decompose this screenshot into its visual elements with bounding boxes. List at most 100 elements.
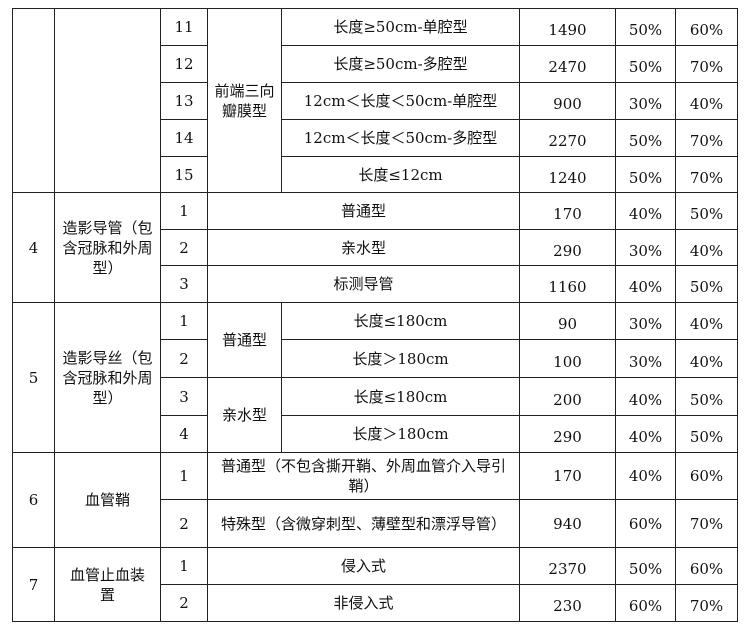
item-ratio-1: 30% [615,302,676,340]
item-ratio-2: 70% [675,499,738,548]
group-name: 血管鞘 [54,452,161,548]
item-price: 170 [519,192,616,230]
item-desc: 侵入式 [207,547,520,585]
item-price: 2270 [519,119,616,157]
item-ratio-1: 40% [615,452,676,500]
item-price: 900 [519,82,616,120]
group-name: 造影导丝（包含冠脉和外周型） [54,302,161,453]
table-row: 14 12cm＜长度＜50cm-多腔型 2270 50% 70% [13,119,738,157]
item-ratio-1: 60% [615,499,676,548]
item-no: 1 [160,192,208,230]
subgroup-name: 普通型 [207,302,282,378]
subgroup-name: 前端三向瓣膜型 [207,8,282,193]
item-ratio-2: 70% [675,584,738,622]
item-no: 2 [160,499,208,548]
table-row: 7 血管止血装置 1 侵入式 2370 50% 60% [12,547,738,622]
item-no: 14 [160,119,208,157]
item-desc: 12cm＜长度＜50cm-多腔型 [281,119,520,157]
item-no: 3 [160,265,208,303]
item-no: 2 [160,339,208,378]
item-desc: 长度≤180cm [281,377,520,416]
item-no: 1 [160,302,208,340]
item-no: 1 [160,547,208,585]
item-ratio-1: 40% [615,265,676,303]
item-ratio-2: 40% [675,302,738,340]
item-ratio-1: 50% [615,547,676,585]
item-ratio-2: 40% [675,82,738,120]
item-desc: 特殊型（含微穿刺型、薄壁型和漂浮导管） [207,499,520,548]
item-desc: 亲水型 [207,229,520,266]
group-id-cell [12,8,55,193]
item-price: 170 [519,452,616,500]
table-row: 11 前端三向瓣膜型 长度≥50cm-单腔型 1490 50% 60% [12,8,738,193]
item-ratio-1: 40% [615,192,676,230]
item-ratio-2: 50% [675,265,738,303]
group-id: 6 [12,452,55,548]
table-row: 3 标测导管 1160 40% 50% [13,265,738,303]
item-price: 1240 [519,156,616,193]
table-row: 12 长度≥50cm-多腔型 2470 50% 70% [13,45,738,83]
table-row: 2 长度＞180cm 100 30% 40% [13,339,738,378]
item-price: 90 [519,302,616,340]
item-ratio-1: 30% [615,82,676,120]
group-name: 血管止血装置 [54,547,161,622]
table-row: 15 长度≤12cm 1240 50% 70% [13,156,738,193]
item-ratio-1: 50% [615,45,676,83]
item-ratio-2: 70% [675,119,738,157]
table-row: 6 血管鞘 1 普通型（不包含撕开鞘、外周血管介入导引鞘） 170 40% 60… [12,452,738,548]
item-ratio-2: 60% [675,8,738,46]
item-ratio-2: 60% [675,452,738,500]
table-row: 3 亲水型 长度≤180cm 200 40% 50% [13,377,738,453]
item-price: 200 [519,377,616,416]
item-price: 2370 [519,547,616,585]
item-ratio-1: 50% [615,119,676,157]
item-desc: 普通型 [207,192,520,230]
item-desc: 标测导管 [207,265,520,303]
group-name: 造影导管（包含冠脉和外周型） [54,192,161,303]
item-desc: 普通型（不包含撕开鞘、外周血管介入导引鞘） [207,452,520,500]
item-no: 2 [160,584,208,622]
item-ratio-1: 30% [615,229,676,266]
item-price: 290 [519,229,616,266]
item-ratio-1: 40% [615,377,676,416]
pricing-table: 11 前端三向瓣膜型 长度≥50cm-单腔型 1490 50% 60% 12 长… [12,8,738,622]
table-row: 2 亲水型 290 30% 40% [13,229,738,266]
item-price: 2470 [519,45,616,83]
item-ratio-2: 50% [675,415,738,453]
item-no: 11 [160,8,208,46]
item-no: 4 [160,415,208,453]
table-row: 4 长度＞180cm 290 40% 50% [13,415,738,453]
group-id: 5 [12,302,55,453]
item-desc: 长度≤180cm [281,302,520,340]
item-desc: 长度＞180cm [281,415,520,453]
item-no: 1 [160,452,208,500]
item-price: 290 [519,415,616,453]
group-id: 4 [12,192,55,303]
item-price: 230 [519,584,616,622]
item-ratio-1: 50% [615,156,676,193]
group-id: 7 [12,547,55,622]
item-price: 1490 [519,8,616,46]
item-ratio-1: 60% [615,584,676,622]
item-ratio-2: 50% [675,377,738,416]
item-ratio-2: 50% [675,192,738,230]
table-row: 13 12cm＜长度＜50cm-单腔型 900 30% 40% [13,82,738,120]
subgroup-name: 亲水型 [207,377,282,453]
item-price: 1160 [519,265,616,303]
item-ratio-1: 30% [615,339,676,378]
item-desc: 长度≥50cm-多腔型 [281,45,520,83]
item-no: 2 [160,229,208,266]
item-desc: 长度≥50cm-单腔型 [281,8,520,46]
item-desc: 12cm＜长度＜50cm-单腔型 [281,82,520,120]
table-row: 5 造影导丝（包含冠脉和外周型） 1 普通型 长度≤180cm 90 30% 4… [12,302,738,453]
item-desc: 长度≤12cm [281,156,520,193]
item-no: 3 [160,377,208,416]
item-ratio-2: 40% [675,229,738,266]
table-row: 4 造影导管（包含冠脉和外周型） 1 普通型 170 40% 50% [12,192,738,303]
item-desc: 非侵入式 [207,584,520,622]
item-ratio-2: 60% [675,547,738,585]
group-name-cell [54,8,161,193]
item-no: 13 [160,82,208,120]
item-ratio-2: 40% [675,339,738,378]
item-ratio-2: 70% [675,45,738,83]
